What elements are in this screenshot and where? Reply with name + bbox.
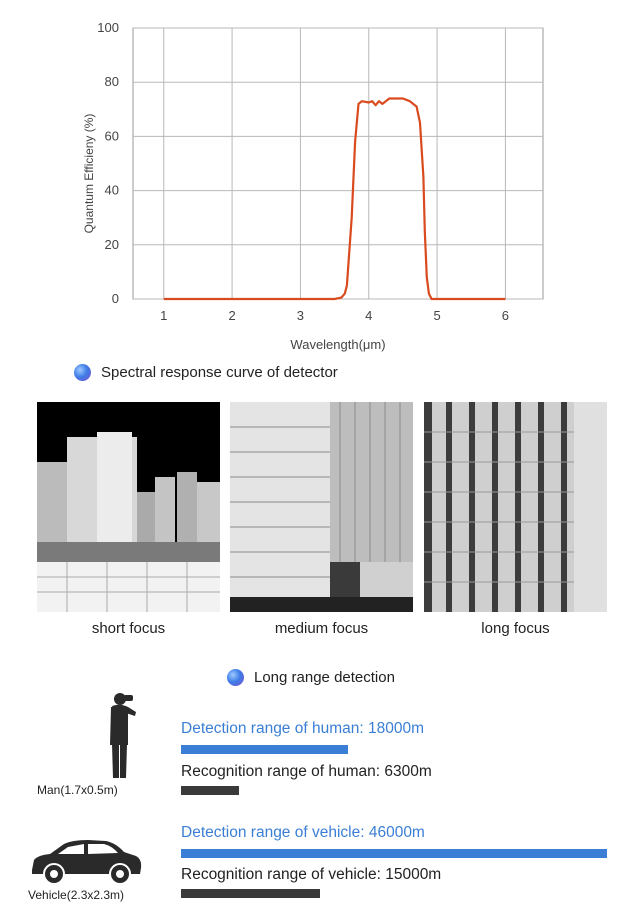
sphere-bullet-icon — [74, 364, 91, 381]
vehicle-detection-bar — [181, 849, 607, 858]
man-silhouette-icon — [104, 690, 144, 780]
long-range-caption-text: Long range detection — [254, 669, 395, 686]
vehicle-recognition-label: Recognition range of vehicle: 15000m — [181, 866, 442, 883]
y-tick-label: 40 — [105, 183, 119, 198]
short-focus-thermal-image — [37, 402, 220, 612]
man-target-label: Man(1.7x0.5m) — [37, 783, 118, 797]
short-focus-label: short focus — [91, 620, 166, 637]
x-tick-label: 1 — [160, 308, 167, 323]
vehicle-detection-label: Detection range of vehicle: 46000m — [181, 824, 425, 841]
spectral-caption: Spectral response curve of detector — [74, 364, 338, 381]
human-recognition-label: Recognition range of human: 6300m — [181, 763, 432, 780]
y-axis-label: Quantum Efficieny (%) — [82, 114, 96, 234]
long-focus-label: long focus — [481, 620, 550, 637]
medium-focus-label: medium focus — [274, 620, 369, 637]
long-focus-thermal-image — [424, 402, 607, 612]
spectral-response-chart: 1 2 3 4 5 6 0 20 40 60 80 100 Wavelength(μm) Quantum … — [0, 0, 640, 360]
human-detection-bar — [181, 745, 348, 754]
x-tick-label: 3 — [297, 308, 304, 323]
vehicle-recognition-bar — [181, 889, 320, 898]
x-tick-label: 6 — [502, 308, 509, 323]
x-tick-label: 5 — [433, 308, 440, 323]
y-tick-label: 0 — [112, 291, 119, 306]
sphere-bullet-icon — [227, 669, 244, 686]
y-tick-label: 100 — [97, 20, 119, 35]
x-axis-label: Wavelength(μm) — [290, 337, 385, 352]
quantum-efficiency-curve — [163, 97, 506, 301]
plot-frame — [132, 27, 544, 300]
human-recognition-bar — [181, 786, 240, 795]
long-range-caption: Long range detection — [227, 669, 395, 686]
x-tick-label: 2 — [228, 308, 235, 323]
car-silhouette-icon — [28, 838, 144, 886]
y-tick-label: 60 — [105, 128, 119, 143]
y-tick-label: 80 — [105, 74, 119, 89]
human-detection-label: Detection range of human: 18000m — [181, 720, 424, 737]
vehicle-target-label: Vehicle(2.3x2.3m) — [28, 888, 125, 902]
medium-focus-thermal-image — [230, 402, 413, 612]
chart-svg: 1 2 3 4 5 6020406080100Wavelength(μm)Quantum … — [82, 20, 544, 352]
y-tick-label: 20 — [105, 237, 119, 252]
spectral-caption-text: Spectral response curve of detector — [101, 364, 338, 381]
x-tick-label: 4 — [365, 308, 372, 323]
